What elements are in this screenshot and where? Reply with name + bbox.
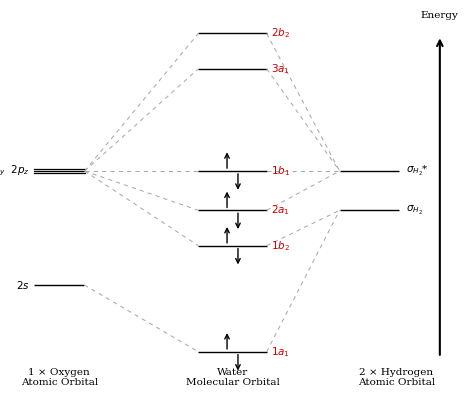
- Text: $2s$: $2s$: [16, 279, 30, 291]
- Text: Energy: Energy: [421, 11, 459, 20]
- Text: $2p_x$  $2p_y$  $2p_z$: $2p_x$ $2p_y$ $2p_z$: [0, 164, 30, 178]
- Text: $1a_1$: $1a_1$: [271, 345, 290, 359]
- Text: 2 × Hydrogen
Atomic Orbital: 2 × Hydrogen Atomic Orbital: [358, 368, 435, 387]
- Text: $3a_1$: $3a_1$: [271, 62, 290, 76]
- Text: $\sigma_{H_2}$: $\sigma_{H_2}$: [405, 204, 423, 217]
- Text: $1b_1$: $1b_1$: [271, 164, 291, 178]
- Text: $2a_1$: $2a_1$: [271, 203, 290, 217]
- Text: $1b_2$: $1b_2$: [271, 239, 290, 253]
- Text: Water
Molecular Orbital: Water Molecular Orbital: [186, 368, 279, 387]
- Text: $\sigma_{H_2}$*: $\sigma_{H_2}$*: [405, 164, 428, 178]
- Text: $2b_2$: $2b_2$: [271, 26, 290, 41]
- Text: 1 × Oxygen
Atomic Orbital: 1 × Oxygen Atomic Orbital: [21, 368, 98, 387]
